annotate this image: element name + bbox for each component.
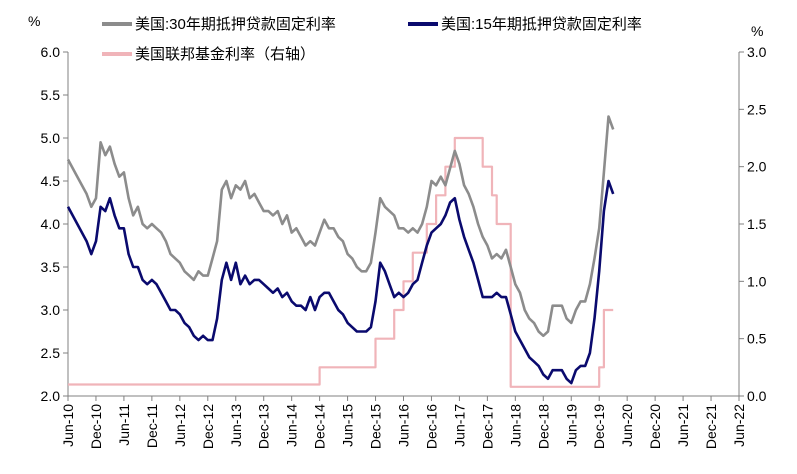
left-axis-unit: % — [28, 13, 40, 29]
x-tick-label: Jun-22 — [731, 404, 747, 447]
x-tick-label: Dec-18 — [535, 404, 551, 449]
x-tick-label: Dec-19 — [591, 404, 607, 449]
right-y-tick-label: 0.0 — [747, 388, 767, 404]
x-tick-label: Jun-19 — [563, 404, 579, 447]
legend: 美国:30年期抵押贷款固定利率 美国:15年期抵押贷款固定利率 美国联邦基金利率… — [102, 16, 642, 63]
legend-label-fed-funds: 美国联邦基金利率（右轴） — [135, 46, 315, 63]
x-tick-label: Dec-10 — [88, 404, 104, 449]
plot-area — [66, 115, 615, 388]
left-y-tick-label: 6.0 — [41, 44, 61, 60]
right-axis-unit: % — [751, 23, 763, 39]
x-tick-label: Jun-12 — [172, 404, 188, 447]
series-line-30y-mortgage — [66, 115, 615, 338]
x-tick-label: Jun-11 — [116, 404, 132, 446]
left-y-tick-label: 4.0 — [41, 216, 61, 232]
x-tick-label: Dec-11 — [144, 404, 160, 448]
left-y-tick-label: 5.5 — [41, 87, 61, 103]
x-tick-label: Dec-16 — [423, 404, 439, 449]
x-tick-label: Jun-15 — [340, 404, 356, 447]
x-tick-label: Jun-18 — [507, 404, 523, 447]
left-y-tick-label: 5.0 — [41, 130, 61, 146]
x-tick-label: Jun-21 — [675, 404, 691, 447]
x-tick-label: Dec-21 — [703, 404, 719, 449]
axes: 2.0 2.5 3.0 3.5 4.0 4.5 5.0 5.5 6.0 0.0 0.5 1.0 1.5 2… — [41, 44, 767, 449]
x-tick-label: Jun-17 — [451, 404, 467, 447]
series-line-15y-mortgage — [66, 179, 615, 385]
series-line-fed-funds — [68, 136, 614, 388]
right-y-tick-label: 0.5 — [747, 331, 767, 347]
left-y-tick-label: 3.5 — [41, 259, 61, 275]
x-tick-label: Dec-12 — [200, 404, 216, 449]
x-tick-label: Dec-15 — [368, 404, 384, 449]
x-tick-label: Dec-20 — [647, 404, 663, 449]
x-tick-label: Dec-13 — [256, 404, 272, 449]
x-tick-label: Jun-10 — [60, 404, 76, 447]
x-tick-label: Jun-20 — [619, 404, 635, 447]
x-tick-label: Jun-16 — [396, 404, 412, 447]
left-y-tick-label: 4.5 — [41, 173, 61, 189]
legend-label-30y: 美国:30年期抵押贷款固定利率 — [135, 16, 336, 33]
x-tick-label: Jun-13 — [228, 404, 244, 447]
left-y-tick-label: 3.0 — [41, 302, 61, 318]
legend-label-15y: 美国:15年期抵押贷款固定利率 — [441, 16, 642, 33]
left-y-tick-label: 2.5 — [41, 345, 61, 361]
right-y-tick-label: 2.0 — [747, 159, 767, 175]
x-tick-label: Dec-14 — [312, 404, 328, 449]
x-tick-label: Jun-14 — [284, 404, 300, 447]
x-tick-label: Dec-17 — [479, 404, 495, 449]
left-y-tick-label: 2.0 — [41, 388, 61, 404]
right-y-tick-label: 2.5 — [747, 101, 767, 117]
right-y-tick-label: 1.5 — [747, 216, 767, 232]
right-y-tick-label: 1.0 — [747, 273, 767, 289]
right-y-tick-label: 3.0 — [747, 44, 767, 60]
